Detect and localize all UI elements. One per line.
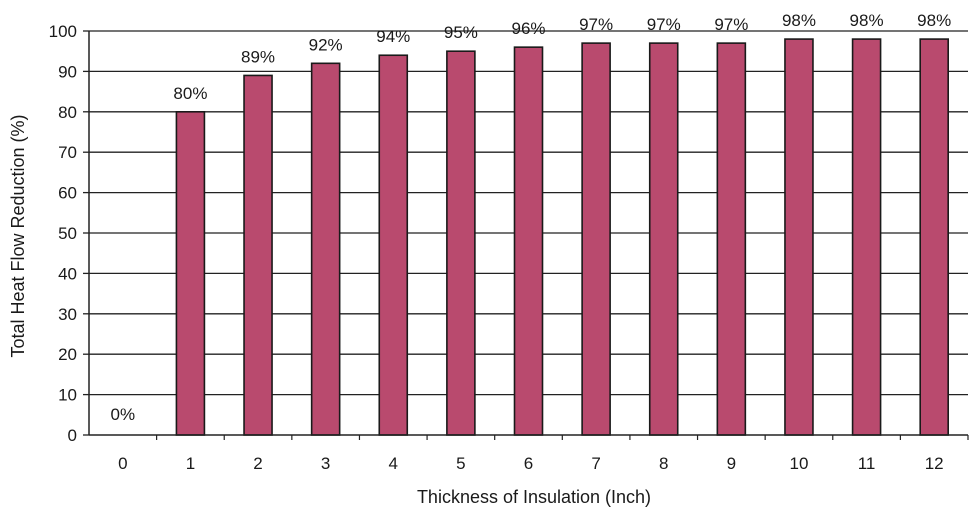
data-label: 97% [714, 15, 748, 34]
bar [378, 54, 409, 436]
x-tick-label: 2 [253, 454, 262, 473]
bar [851, 38, 882, 436]
x-tick-label: 9 [727, 454, 736, 473]
x-tick-label: 3 [321, 454, 330, 473]
data-labels: 0% 80% 89% 92% 94% 95% 96% 97% 97% 97% 98% 98% 98% [111, 11, 952, 424]
data-label: 96% [511, 19, 545, 38]
bar [513, 46, 544, 436]
data-label: 97% [579, 15, 613, 34]
data-label: 94% [376, 27, 410, 46]
x-axis-title: Thickness of Insulation (Inch) [417, 487, 651, 507]
bar [648, 42, 679, 436]
data-label: 80% [173, 84, 207, 103]
x-tick-label: 7 [591, 454, 600, 473]
y-tick-label: 20 [58, 345, 77, 364]
data-label: 98% [917, 11, 951, 30]
bars [175, 38, 949, 436]
data-label: 98% [850, 11, 884, 30]
data-label: 0% [111, 405, 136, 424]
y-tick-label: 70 [58, 143, 77, 162]
y-tick-label: 100 [49, 22, 77, 41]
x-tick-labels: 0 1 2 3 4 5 6 7 8 9 10 11 12 [118, 454, 944, 473]
x-tick-label: 5 [456, 454, 465, 473]
data-label: 98% [782, 11, 816, 30]
y-tick-label: 40 [58, 264, 77, 283]
y-tick-label: 10 [58, 386, 77, 405]
y-tick-label: 30 [58, 305, 77, 324]
data-label: 95% [444, 23, 478, 42]
y-tick-labels: 0 10 20 30 40 50 60 70 80 90 100 [49, 22, 77, 445]
bar [919, 38, 949, 436]
bar [581, 42, 611, 436]
data-label: 92% [309, 35, 343, 54]
axes [83, 30, 969, 440]
data-label: 89% [241, 47, 275, 66]
bar [310, 62, 341, 436]
data-label: 97% [647, 15, 681, 34]
y-tick-label: 90 [58, 62, 77, 81]
y-tick-label: 80 [58, 103, 77, 122]
bar [446, 50, 476, 436]
y-tick-label: 60 [58, 184, 77, 203]
x-tick-label: 1 [186, 454, 195, 473]
bar [716, 42, 747, 436]
y-tick-label: 0 [68, 426, 77, 445]
x-tick-label: 4 [389, 454, 398, 473]
x-tick-label: 8 [659, 454, 668, 473]
bar [175, 111, 206, 436]
y-tick-label: 50 [58, 224, 77, 243]
bar [784, 38, 814, 436]
bar [243, 74, 273, 436]
y-axis-title: Total Heat Flow Reduction (%) [8, 114, 28, 357]
x-tick-label: 0 [118, 454, 127, 473]
x-tick-label: 11 [858, 454, 876, 473]
x-tick-label: 10 [790, 454, 809, 473]
x-tick-label: 12 [925, 454, 944, 473]
x-tick-label: 6 [524, 454, 533, 473]
